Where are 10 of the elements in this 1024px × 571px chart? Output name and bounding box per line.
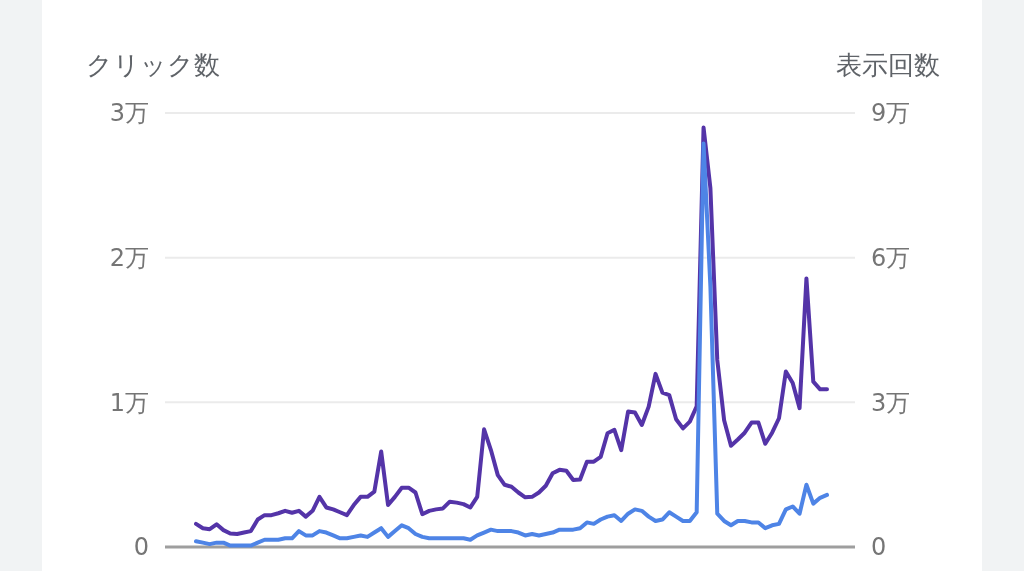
y2-tick-label: 3万 (871, 388, 911, 417)
y-tick-label: 0 (133, 533, 149, 562)
y2-tick-label: 9万 (871, 99, 911, 128)
y2-tick-label: 6万 (871, 243, 911, 272)
y2-axis-title: 表示回数 (836, 50, 940, 80)
y-axis-title: クリック数 (86, 50, 220, 80)
y-tick-label: 3万 (109, 99, 149, 128)
y-tick-label: 2万 (109, 243, 149, 272)
y-tick-label: 1万 (109, 388, 149, 417)
y2-tick-label: 0 (871, 533, 887, 562)
